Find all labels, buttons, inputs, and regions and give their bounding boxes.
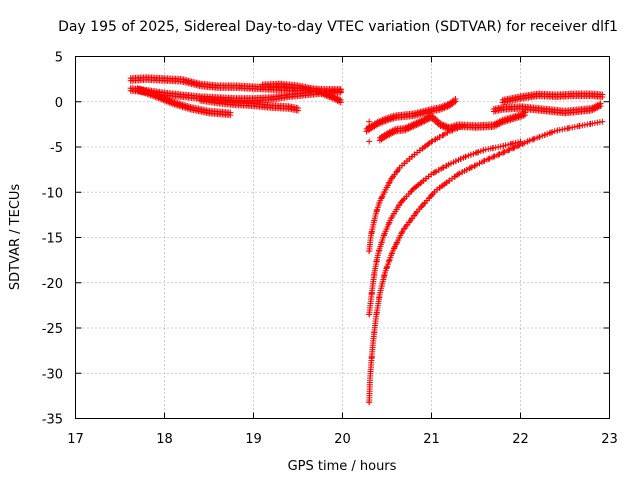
- y-tick-label: 5: [55, 51, 63, 66]
- axis-ticks: 17 18 19 20 21 22 23 -35 -30 -25 -20 -15 -10 -5 0 5: [42, 51, 618, 448]
- chart-title: Day 195 of 2025, Sidereal Day-to-day VTE…: [58, 19, 618, 35]
- series-arc-10: [366, 123, 466, 255]
- y-tick-label: -35: [42, 413, 63, 428]
- y-axis-label: SDTVAR / TECUs: [8, 184, 23, 291]
- series-arc-5: [259, 80, 344, 106]
- x-axis-label: GPS time / hours: [288, 459, 397, 474]
- x-tick-label: 22: [512, 432, 529, 447]
- series-arc-12: [366, 118, 606, 406]
- y-tick-label: -30: [42, 367, 63, 382]
- series-arc-11: [366, 138, 524, 318]
- x-tick-label: 18: [156, 432, 173, 447]
- series-arc-6: [363, 96, 459, 135]
- y-tick-label: -5: [50, 141, 63, 156]
- y-tick-label: -20: [42, 277, 63, 292]
- series-arc-8: [490, 100, 604, 117]
- x-tick-label: 20: [334, 432, 351, 447]
- series-arc-7: [376, 109, 528, 144]
- x-tick-label: 19: [245, 432, 262, 447]
- y-tick-label: 0: [55, 96, 63, 111]
- series-arc-3: [134, 85, 234, 119]
- y-tick-label: -15: [42, 232, 63, 247]
- y-tick-label: -10: [42, 186, 63, 201]
- x-tick-label: 17: [67, 432, 84, 447]
- grid: [75, 56, 610, 419]
- series-arc-4: [197, 95, 301, 114]
- data-points: [127, 74, 606, 406]
- series-arc-2: [127, 85, 344, 104]
- x-tick-label: 23: [601, 432, 618, 447]
- y-tick-label: -25: [42, 322, 63, 337]
- x-tick-label: 21: [423, 432, 440, 447]
- series-arc-9: [499, 90, 606, 106]
